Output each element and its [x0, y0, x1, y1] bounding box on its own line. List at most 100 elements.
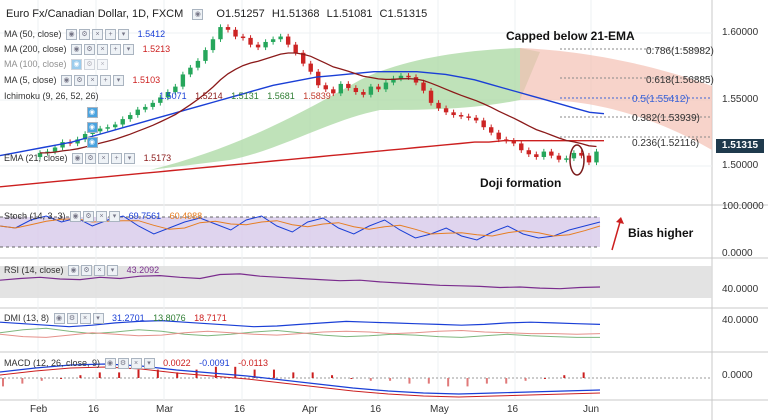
stoch-d-value: 60.4988: [169, 211, 203, 221]
macd-histogram-bar: [505, 378, 508, 384]
candle-body: [135, 109, 140, 116]
visibility-icon[interactable]: ◉: [71, 44, 83, 56]
macd-histogram-bar: [524, 378, 527, 381]
hidden-icon[interactable]: ◉: [86, 137, 98, 149]
candle-body: [248, 37, 253, 45]
close-icon[interactable]: ×: [96, 211, 108, 223]
settings-icon[interactable]: ⚙: [81, 265, 93, 277]
more-icon[interactable]: ▾: [107, 265, 119, 277]
close-icon[interactable]: ×: [97, 59, 109, 71]
close-icon[interactable]: ×: [79, 313, 91, 325]
more-icon[interactable]: ▾: [124, 153, 136, 165]
visibility-icon[interactable]: ◉: [53, 313, 65, 325]
dmi-label: DMI (13, 8): [4, 313, 50, 323]
ma200-legend[interactable]: MA (200, close) ◉ ⚙ × + ▾ 1.5213: [4, 43, 171, 56]
macd-histogram-bar: [331, 375, 334, 378]
more-icon[interactable]: ▾: [109, 211, 121, 223]
settings-icon[interactable]: ⚙: [83, 211, 95, 223]
visibility-icon[interactable]: ◉: [72, 153, 84, 165]
more-icon[interactable]: ▾: [113, 75, 125, 87]
x-axis-label: 16: [88, 404, 100, 415]
eye-icon[interactable]: ◉: [192, 8, 204, 20]
candle-body: [210, 39, 216, 51]
candle-body: [225, 27, 231, 30]
visibility-icon[interactable]: ◉: [104, 358, 116, 370]
hidden-icon[interactable]: ◉: [86, 122, 98, 134]
stoch-legend[interactable]: Stoch (14, 3, 3) ◉ ⚙ × ▾ 69.7561 60.4988: [4, 210, 203, 223]
plus-icon[interactable]: +: [100, 75, 112, 87]
macd-histogram-bar: [350, 378, 353, 379]
ichimoku-legend[interactable]: Ichimoku (9, 26, 52, 26) 1.5071 1.5214 1…: [4, 90, 331, 102]
settings-icon[interactable]: ⚙: [84, 59, 96, 71]
candle-body: [285, 36, 291, 45]
candle-body: [511, 140, 516, 144]
ma50-legend[interactable]: MA (50, close) ◉ ⚙ × + ▾ 1.5412: [4, 28, 165, 41]
macd-legend[interactable]: MACD (12, 26, close, 9) ◉ ⚙ × ▾ 0.0022 -0.0…: [4, 357, 268, 370]
macd-histogram-bar: [582, 372, 585, 378]
candle-body: [579, 152, 584, 156]
macd-histogram-bar: [427, 378, 430, 384]
ma5-legend[interactable]: MA (5, close) ◉ ⚙ × + ▾ 1.5103: [4, 74, 160, 87]
plus-icon[interactable]: +: [105, 29, 117, 41]
ichimoku-controls-3[interactable]: ◉: [4, 136, 98, 149]
annotation-bias: Bias higher: [628, 226, 694, 240]
dmi-legend[interactable]: DMI (13, 8) ◉ ⚙ × ▾ 31.2701 13.8076 18.7171: [4, 312, 227, 325]
ichimoku-conversion-value: 1.5071: [159, 91, 187, 101]
macd-histogram-bar: [311, 372, 314, 378]
candle-body: [564, 158, 569, 160]
more-icon[interactable]: ▾: [143, 358, 155, 370]
ema21-legend[interactable]: EMA (21, close) ◉ ⚙ × + ▾ 1.5173: [4, 152, 171, 165]
close-value: C1.51315: [379, 8, 428, 20]
hidden-icon[interactable]: ◉: [86, 107, 98, 119]
candle-body: [323, 85, 328, 90]
macd-histogram-bar: [137, 369, 140, 378]
settings-icon[interactable]: ⚙: [117, 358, 129, 370]
close-icon[interactable]: ×: [98, 153, 110, 165]
plus-icon[interactable]: +: [111, 153, 123, 165]
price-axis-label: 1.50000: [722, 160, 759, 171]
rsi-legend[interactable]: RSI (14, close) ◉ ⚙ × ▾ 43.2092: [4, 264, 159, 277]
ichimoku-controls-2[interactable]: ◉: [4, 121, 98, 134]
close-icon[interactable]: ×: [97, 44, 109, 56]
ma100-legend[interactable]: MA (100, close) ◉ ⚙ ×: [4, 58, 109, 71]
close-icon[interactable]: ×: [130, 358, 142, 370]
more-icon[interactable]: ▾: [123, 44, 135, 56]
candle-body: [549, 151, 554, 156]
visibility-icon[interactable]: ◉: [66, 29, 78, 41]
close-icon[interactable]: ×: [92, 29, 104, 41]
settings-icon[interactable]: ⚙: [85, 153, 97, 165]
plus-icon[interactable]: +: [110, 44, 122, 56]
visibility-icon[interactable]: ◉: [70, 211, 82, 223]
settings-icon[interactable]: ⚙: [74, 75, 86, 87]
macd-histogram-bar: [485, 378, 488, 384]
close-icon[interactable]: ×: [87, 75, 99, 87]
x-axis-label: 16: [234, 404, 246, 415]
macd-histogram-bar: [98, 372, 101, 378]
settings-icon[interactable]: ⚙: [66, 313, 78, 325]
ema21-line: [39, 52, 597, 154]
fib-05: 0.5(1.55412): [632, 94, 689, 105]
more-icon[interactable]: ▾: [92, 313, 104, 325]
visibility-icon[interactable]: ◉: [68, 265, 80, 277]
candle-body: [203, 50, 208, 61]
settings-icon[interactable]: ⚙: [79, 29, 91, 41]
candle-body: [113, 124, 118, 128]
fib-0382: 0.382(1.53939): [632, 113, 700, 124]
settings-icon[interactable]: ⚙: [84, 44, 96, 56]
symbol-title: Euro Fx/Canadian Dollar, 1D, FXCM: [6, 8, 184, 20]
more-icon[interactable]: ▾: [118, 29, 130, 41]
hidden-icon[interactable]: ◉: [71, 59, 83, 71]
candle-body: [143, 106, 148, 110]
candle-body: [75, 139, 80, 144]
dmi-minus-line: [0, 329, 601, 338]
visibility-icon[interactable]: ◉: [61, 75, 73, 87]
fib-0618: 0.618(1.56885): [646, 75, 714, 86]
chart-title-row: Euro Fx/Canadian Dollar, 1D, FXCM ◉ O1.5…: [6, 8, 431, 20]
macd-histogram-bar: [389, 378, 392, 381]
candle-body: [301, 52, 306, 64]
ichimoku-controls[interactable]: ◉: [4, 106, 98, 119]
ma200-value: 1.5213: [142, 44, 171, 54]
candle-body: [158, 97, 163, 103]
close-icon[interactable]: ×: [94, 265, 106, 277]
